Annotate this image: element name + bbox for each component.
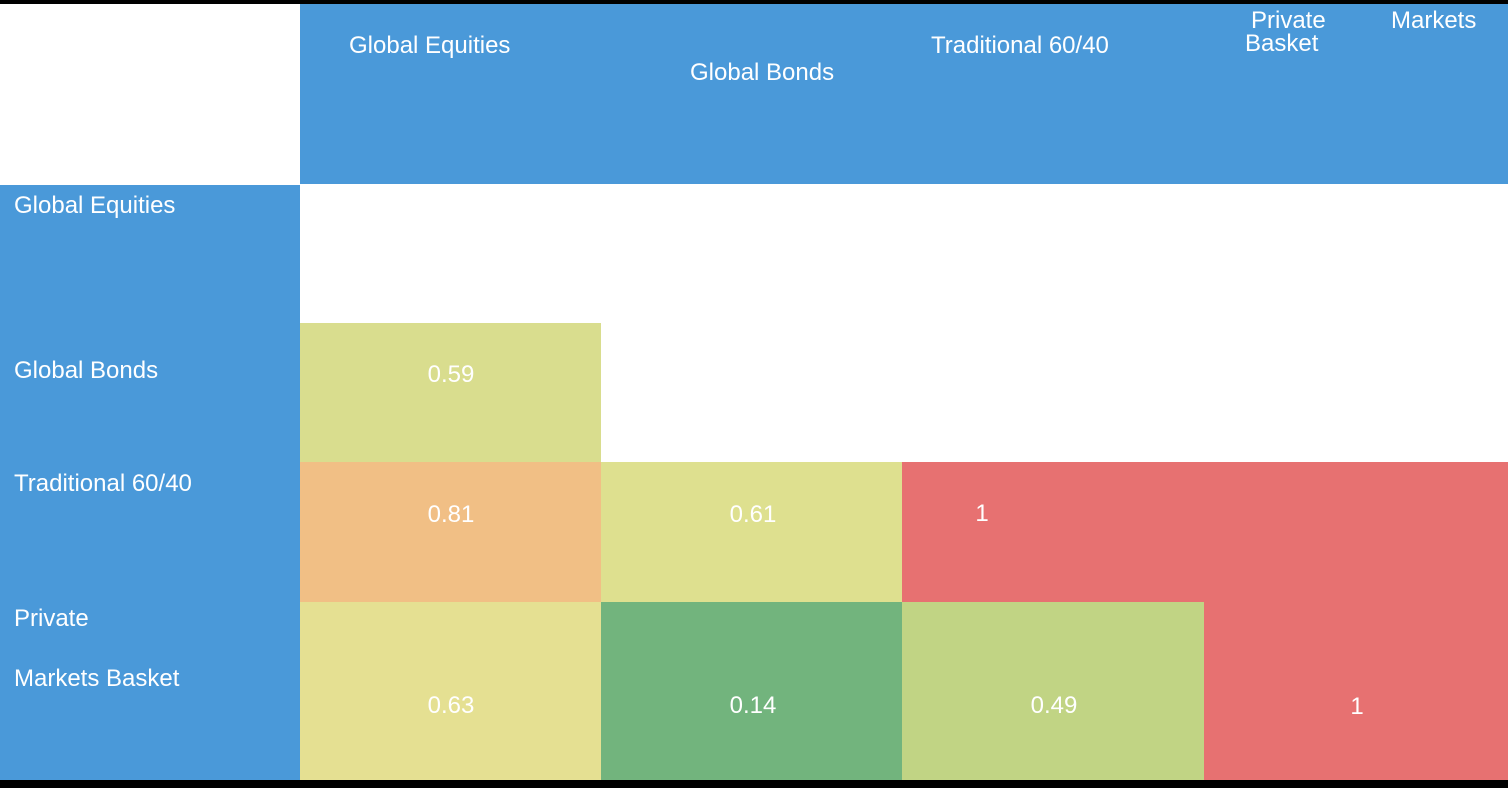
bottom-border [0,780,1508,788]
heatmap-cell-private-markets-vs-equities: 0.63 [300,602,601,780]
row-label-global-bonds: Global Bonds [14,357,159,384]
column-header-private-markets-word2: Markets [1391,7,1477,34]
row-label-private-markets-line2: Markets Basket [14,665,180,692]
column-header-private-markets-word1: Private [1251,7,1326,34]
cell-value: 0.61 [729,501,777,528]
cell-value: 1 [1350,693,1364,720]
column-header-band: Global Equities Global Bonds Traditional… [300,4,1508,184]
heatmap-cell-t6040-vs-equities: 0.81 [300,462,601,602]
column-header-traditional-6040: Traditional 60/40 [931,32,1109,59]
row-label-traditional-6040: Traditional 60/40 [14,470,192,497]
row-label-global-equities: Global Equities [14,192,176,219]
heatmap-cell-t6040-vs-bonds: 0.61 [601,462,902,602]
column-header-global-bonds: Global Bonds [690,59,835,86]
cell-value: 0.59 [427,361,475,388]
column-header-private-markets-word3: Basket [1245,30,1319,57]
heatmap-cell-t6040-diagonal: 1 [902,462,1508,602]
top-border [0,0,1508,4]
cell-value: 1 [975,500,989,527]
row-label-column: Global Equities Global Bonds Traditional… [0,185,300,780]
column-header-global-equities: Global Equities [349,32,511,59]
heatmap-cell-private-markets-vs-bonds: 0.14 [601,602,902,780]
row-label-private-markets-line1: Private [14,605,89,632]
cell-value: 0.14 [729,692,777,719]
heatmap-cell-bonds-vs-equities: 0.59 [300,323,601,462]
cell-value: 0.63 [427,692,475,719]
heatmap-cell-private-markets-vs-t6040: 0.49 [902,602,1204,780]
cell-value: 0.49 [1030,692,1078,719]
heatmap-cell-private-markets-diagonal: 1 [1204,602,1508,780]
cell-value: 0.81 [427,501,475,528]
